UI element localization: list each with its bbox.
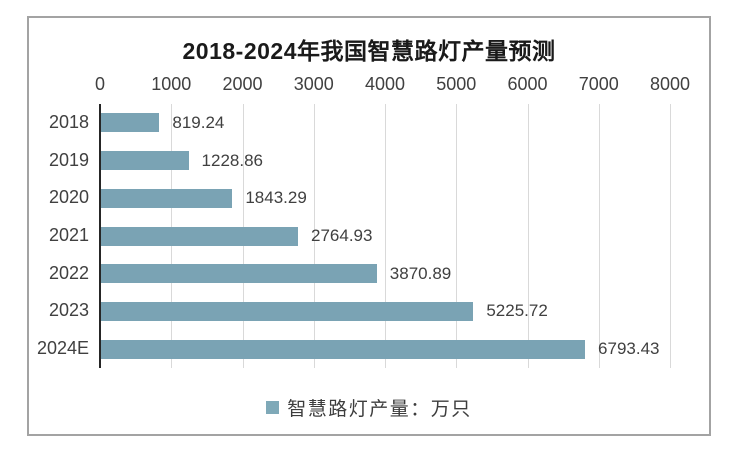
- bar-2024E: [101, 339, 586, 359]
- x-tick-label-2000: 2000: [222, 74, 263, 94]
- gridline-4000: [385, 104, 386, 368]
- category-label-2021: 2021: [48, 225, 89, 245]
- legend-marker-icon: [266, 401, 280, 414]
- y-axis-line: [99, 104, 101, 368]
- x-tick-label-0: 0: [94, 74, 106, 94]
- category-label-2023: 2023: [48, 300, 89, 321]
- value-label-2018: 819.24: [172, 112, 225, 132]
- x-tick-label-5000: 5000: [436, 74, 477, 94]
- value-label-2022: 3870.89: [389, 263, 452, 283]
- legend: 智慧路灯产量：万只: [29, 394, 709, 421]
- category-label-2024E: 2024E: [36, 338, 89, 359]
- gridline-5000: [456, 104, 458, 368]
- x-tick-label-1000: 1000: [151, 74, 192, 94]
- bar-2022: [101, 264, 377, 284]
- gridline-6000: [527, 104, 529, 368]
- chart-title: 2018-2024年我国智慧路灯产量预测: [182, 38, 556, 64]
- category-label-2019: 2019: [48, 149, 89, 170]
- gridline-8000: [670, 104, 671, 368]
- category-label-2020: 2020: [48, 187, 89, 208]
- bar-2018: [101, 113, 160, 133]
- gridline-3000: [313, 104, 315, 368]
- x-tick-label-6000: 6000: [507, 74, 548, 94]
- x-tick-label-3000: 3000: [293, 74, 334, 94]
- bar-2020: [101, 188, 233, 208]
- value-label-2020: 1843.29: [245, 188, 307, 208]
- chart-container: 2018-2024年我国智慧路灯产量预测 0 1000 2000 3000 4000 50…: [27, 16, 711, 436]
- value-label-2024E: 6793.43: [598, 339, 660, 359]
- x-tick-label-8000: 8000: [649, 74, 691, 94]
- plot-area: 0 1000 2000 3000 4000 5000 6000 7000 8000 2018 819…: [29, 18, 709, 434]
- category-label-2018: 2018: [48, 111, 89, 132]
- bar-2023: [101, 301, 474, 321]
- value-label-2023: 5225.72: [486, 301, 548, 321]
- bar-2021: [101, 226, 298, 246]
- category-label-2022: 2022: [48, 262, 89, 283]
- value-label-2019: 1228.86: [201, 150, 263, 170]
- gridline-7000: [598, 104, 600, 368]
- legend-label: 智慧路灯产量：万只: [287, 399, 472, 420]
- value-label-2021: 2764.93: [311, 226, 373, 245]
- bar-2019: [101, 151, 189, 171]
- x-tick-label-7000: 7000: [578, 74, 619, 94]
- x-tick-label-4000: 4000: [364, 74, 406, 94]
